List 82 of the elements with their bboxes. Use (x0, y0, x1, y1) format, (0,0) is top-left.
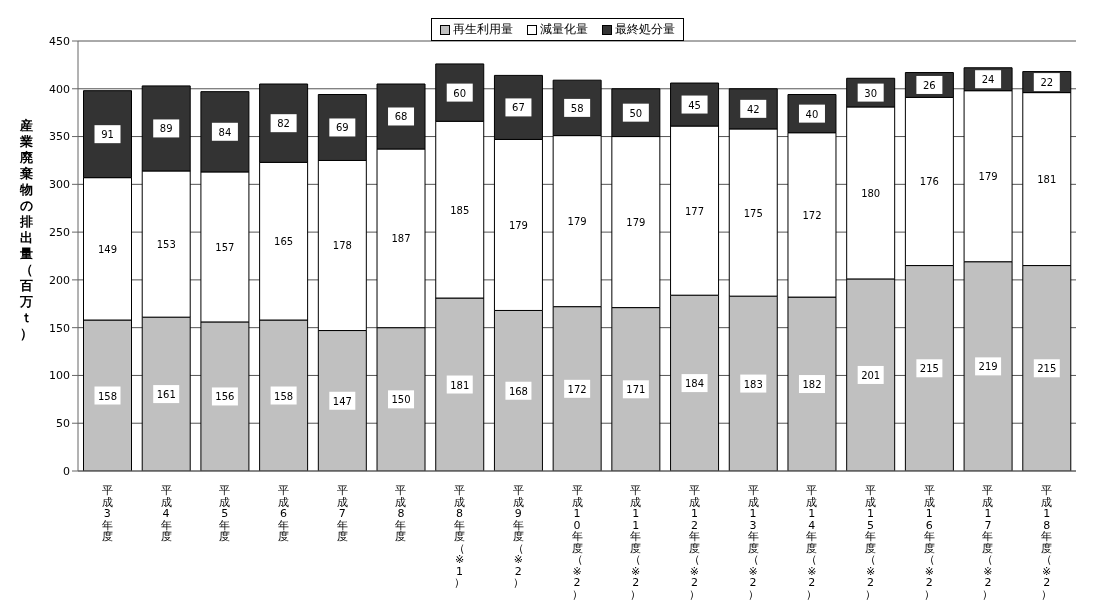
category-label: 平成12年度（※2） (688, 484, 700, 601)
data-label: 42 (746, 103, 760, 115)
y-tick-label: 200 (49, 273, 70, 287)
data-label: 82 (277, 118, 290, 130)
y-tick-label: 150 (49, 321, 70, 335)
legend-label: 再生利用量 (451, 21, 513, 38)
data-label: 69 (335, 122, 349, 134)
data-label: 178 (332, 240, 352, 252)
y-tick-label: 450 (49, 34, 70, 48)
data-label: 50 (629, 107, 643, 119)
y-tick-label: 250 (49, 226, 70, 240)
x-tick-label: 平成4年度 (160, 484, 172, 543)
data-label: 165 (274, 236, 294, 248)
data-label: 26 (923, 79, 936, 91)
category-label: 平成17年度（※2） (982, 484, 994, 601)
data-label: 215 (1037, 363, 1057, 375)
data-label: 89 (159, 123, 173, 135)
data-label: 171 (626, 384, 646, 396)
data-label: 161 (156, 389, 176, 401)
data-label: 84 (218, 126, 232, 138)
data-label: 176 (919, 176, 939, 188)
data-label: 68 (394, 111, 408, 123)
data-label: 182 (802, 379, 822, 391)
data-label: 219 (978, 361, 998, 373)
x-tick-label: 平成5年度 (219, 484, 231, 543)
data-label: 185 (450, 204, 470, 216)
data-label: 22 (1040, 77, 1054, 89)
data-label: 172 (802, 209, 822, 221)
data-label: 215 (919, 363, 939, 375)
text: 産業廃棄物の排出量（百万ｔ） (19, 118, 33, 341)
category-label: 平成16年度（※2） (923, 484, 935, 601)
legend-label: 最終処分量 (613, 21, 675, 38)
data-label: 158 (97, 390, 118, 402)
data-label: 150 (391, 394, 411, 406)
y-tick-label: 400 (49, 82, 70, 96)
data-label: 183 (743, 378, 763, 390)
data-label: 179 (626, 217, 646, 229)
data-label: 179 (508, 219, 528, 231)
x-tick-label: 平成7年度 (336, 484, 348, 543)
data-label: 147 (332, 395, 352, 407)
data-label: 156 (215, 391, 235, 403)
y-tick-label: 100 (49, 369, 70, 383)
category-label: 平成15年度（※2） (865, 484, 877, 601)
data-label: 40 (805, 108, 819, 120)
data-label: 168 (508, 385, 528, 397)
data-label: 153 (156, 239, 176, 251)
data-label: 67 (512, 102, 525, 114)
category-label: 平成10年度（※2） (571, 484, 583, 601)
data-label: 184 (685, 378, 705, 390)
category-label: 平成9年度（※2） (512, 484, 524, 589)
data-label: 180 (861, 187, 881, 199)
data-label: 177 (685, 205, 705, 217)
y-tick-label: 0 (63, 464, 70, 478)
category-label: 平成8年度（※1） (454, 484, 466, 589)
data-label: 172 (567, 383, 587, 395)
data-label: 24 (981, 74, 995, 86)
data-label: 60 (453, 87, 467, 99)
x-tick-label: 平成8年度 (395, 484, 407, 543)
data-label: 91 (101, 129, 114, 141)
legend-label: 減量化量 (538, 21, 588, 38)
category-label: 平成14年度（※2） (806, 484, 818, 601)
data-label: 175 (743, 207, 763, 219)
data-label: 149 (97, 243, 118, 255)
data-label: 179 (567, 216, 587, 228)
category-label: 平成18年度（※2） (1041, 484, 1053, 601)
data-label: 201 (861, 369, 881, 381)
y-tick-label: 50 (56, 417, 70, 431)
data-label: 181 (1037, 174, 1057, 186)
category-label: 平成11年度（※2） (630, 484, 642, 601)
y-tick-label: 350 (49, 130, 70, 144)
data-label: 187 (391, 233, 411, 245)
x-tick-label: 平成3年度 (101, 484, 113, 543)
data-label: 45 (688, 99, 701, 111)
data-label: 181 (450, 379, 470, 391)
category-label: 平成13年度（※2） (747, 484, 759, 601)
x-tick-label: 平成6年度 (277, 484, 289, 543)
data-label: 157 (215, 241, 235, 253)
data-label: 179 (978, 171, 998, 183)
y-tick-label: 300 (49, 178, 70, 192)
data-label: 158 (274, 390, 294, 402)
data-label: 30 (864, 87, 878, 99)
data-label: 58 (570, 102, 584, 114)
